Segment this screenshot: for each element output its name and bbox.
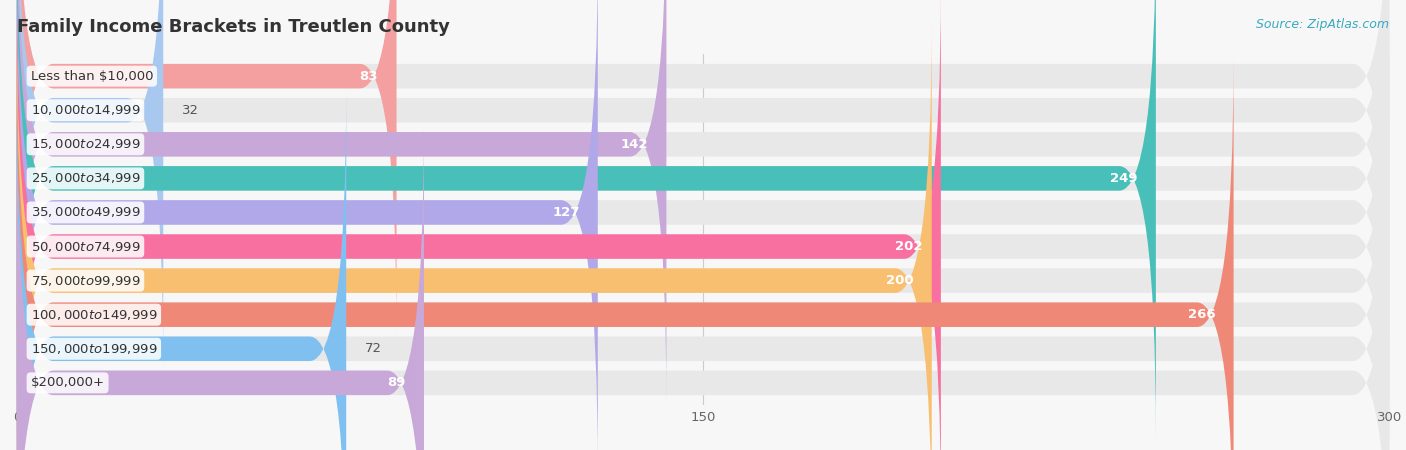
Text: Source: ZipAtlas.com: Source: ZipAtlas.com — [1256, 18, 1389, 31]
Text: 266: 266 — [1188, 308, 1215, 321]
FancyBboxPatch shape — [17, 0, 163, 371]
Text: 72: 72 — [364, 342, 381, 355]
Text: 249: 249 — [1111, 172, 1137, 185]
Text: 200: 200 — [886, 274, 914, 287]
FancyBboxPatch shape — [17, 0, 1389, 450]
Text: $75,000 to $99,999: $75,000 to $99,999 — [31, 274, 141, 288]
FancyBboxPatch shape — [17, 0, 666, 405]
Text: Family Income Brackets in Treutlen County: Family Income Brackets in Treutlen Count… — [17, 18, 450, 36]
FancyBboxPatch shape — [17, 0, 396, 337]
Text: $50,000 to $74,999: $50,000 to $74,999 — [31, 239, 141, 253]
Text: $100,000 to $149,999: $100,000 to $149,999 — [31, 308, 157, 322]
FancyBboxPatch shape — [17, 0, 1389, 450]
FancyBboxPatch shape — [17, 0, 1389, 439]
Text: 127: 127 — [553, 206, 579, 219]
FancyBboxPatch shape — [17, 88, 346, 450]
Text: 202: 202 — [896, 240, 922, 253]
FancyBboxPatch shape — [17, 0, 1389, 371]
FancyBboxPatch shape — [17, 54, 1233, 450]
Text: 142: 142 — [620, 138, 648, 151]
Text: $150,000 to $199,999: $150,000 to $199,999 — [31, 342, 157, 356]
Text: 32: 32 — [181, 104, 198, 117]
FancyBboxPatch shape — [17, 54, 1389, 450]
FancyBboxPatch shape — [17, 0, 1389, 337]
FancyBboxPatch shape — [17, 0, 1156, 439]
FancyBboxPatch shape — [17, 122, 425, 450]
Text: $200,000+: $200,000+ — [31, 376, 104, 389]
FancyBboxPatch shape — [17, 122, 1389, 450]
Text: $35,000 to $49,999: $35,000 to $49,999 — [31, 206, 141, 220]
Text: 89: 89 — [387, 376, 406, 389]
FancyBboxPatch shape — [17, 0, 598, 450]
FancyBboxPatch shape — [17, 88, 1389, 450]
FancyBboxPatch shape — [17, 20, 1389, 450]
Text: 83: 83 — [360, 70, 378, 83]
FancyBboxPatch shape — [17, 0, 1389, 405]
Text: $15,000 to $24,999: $15,000 to $24,999 — [31, 137, 141, 151]
Text: $10,000 to $14,999: $10,000 to $14,999 — [31, 103, 141, 117]
FancyBboxPatch shape — [17, 20, 932, 450]
Text: Less than $10,000: Less than $10,000 — [31, 70, 153, 83]
FancyBboxPatch shape — [17, 0, 941, 450]
Text: $25,000 to $34,999: $25,000 to $34,999 — [31, 171, 141, 185]
